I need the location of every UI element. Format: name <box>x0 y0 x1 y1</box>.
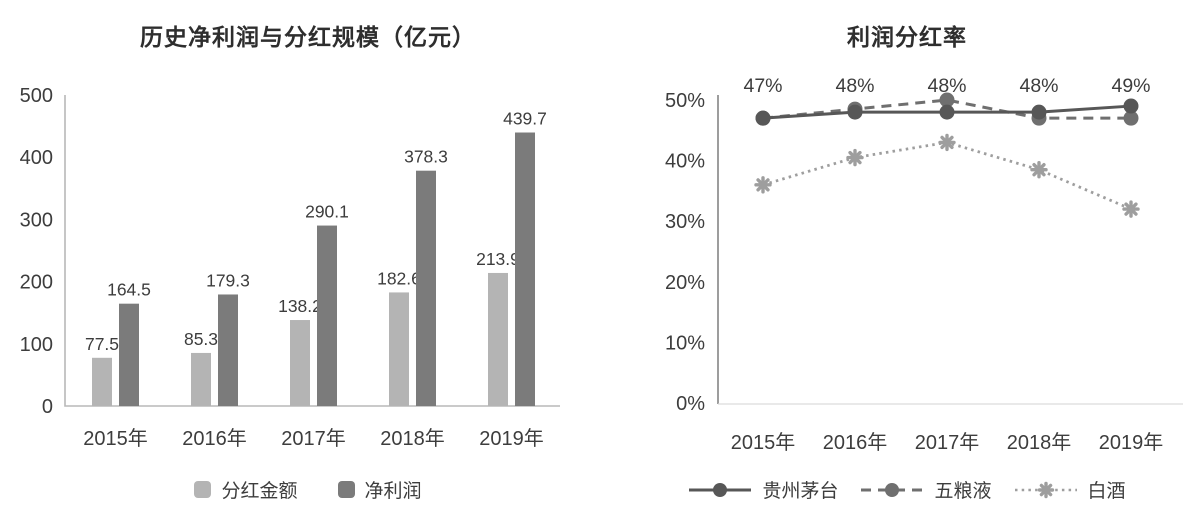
x-axis-label: 2015年 <box>731 431 796 454</box>
bar-net-profit <box>317 225 337 406</box>
legend-item-1: 五粮液 <box>860 476 992 503</box>
bar-dividend <box>488 272 508 406</box>
y-axis-tick-label: 30% <box>665 211 705 233</box>
bar-chart-title: 历史净利润与分红规模（亿元） <box>140 24 476 50</box>
bar-dividend <box>389 292 409 406</box>
line-chart-title: 利润分红率 <box>847 24 967 50</box>
bar-value-label: 378.3 <box>404 147 448 167</box>
y-axis-tick-label: 0% <box>676 393 705 415</box>
x-axis-label: 2019年 <box>1099 431 1164 454</box>
star-center <box>944 139 950 146</box>
x-axis-label: 2018年 <box>380 427 445 450</box>
star-marker <box>754 176 772 194</box>
legend-label: 贵州茅台 <box>762 481 839 502</box>
star-marker <box>1037 481 1054 498</box>
line-chart-panel: 利润分红率 0% 10% 20% 30% 40% 50% 47% 48% 48% 48% 49% 20… <box>620 0 1194 522</box>
bar-value-label: 290.1 <box>305 202 349 222</box>
point-value-label: 48% <box>1019 75 1058 97</box>
star-marker <box>846 148 864 167</box>
circle-marker <box>1031 104 1047 120</box>
legend-swatch-icon <box>337 481 355 498</box>
circle-marker <box>713 482 728 497</box>
x-axis-label: 2015年 <box>83 427 148 450</box>
star-marker <box>1030 160 1048 179</box>
series-line-dashed <box>762 98 1131 120</box>
legend-label: 白酒 <box>1087 481 1126 502</box>
bar-dividend <box>92 357 112 406</box>
legend-item-1: 净利润 <box>337 476 422 503</box>
legend-label: 净利润 <box>364 481 422 502</box>
circle-marker <box>755 110 771 126</box>
legend-label: 五粮液 <box>934 481 992 502</box>
bar-value-label: 85.3 <box>184 329 218 349</box>
bar-dividend <box>191 352 211 406</box>
bar-value-label: 213.9 <box>476 249 520 269</box>
bar-value-label: 138.2 <box>278 296 322 316</box>
y-axis-tick-label: 100 <box>20 334 53 356</box>
point-value-label: 48% <box>835 75 874 97</box>
legend-item-2: 白酒 <box>1014 476 1126 503</box>
point-value-label: 49% <box>1111 75 1150 97</box>
legend-line-sample-icon <box>861 482 924 497</box>
y-axis-tick-label: 200 <box>20 272 53 294</box>
bar-net-profit <box>416 170 436 406</box>
legend-label: 分红金额 <box>221 481 298 502</box>
legend-item-0: 分红金额 <box>194 476 298 503</box>
star-marker <box>1122 200 1140 218</box>
bar-net-profit <box>218 294 238 406</box>
y-axis-tick-label: 20% <box>665 272 705 294</box>
point-value-label: 48% <box>927 75 966 97</box>
legend-line-sample-icon <box>1014 481 1077 498</box>
circle-marker <box>939 92 955 108</box>
circle-marker <box>939 104 955 120</box>
star-center <box>1128 206 1134 213</box>
x-axis-label: 2017年 <box>281 427 346 450</box>
circle-marker <box>885 482 900 497</box>
y-axis-tick-label: 10% <box>665 332 705 354</box>
bar-chart-legend: 分红金额 净利润 <box>8 476 608 503</box>
legend-item-0: 贵州茅台 <box>688 476 838 503</box>
star-center <box>760 181 766 188</box>
x-axis-label: 2017年 <box>915 431 980 454</box>
line-chart-legend: 贵州茅台 五粮液 白酒 <box>620 476 1194 503</box>
legend-swatch-icon <box>194 481 212 498</box>
legend-line-sample-icon <box>689 482 752 497</box>
bar-net-profit <box>119 303 139 406</box>
bar-value-label: 182.6 <box>377 268 421 288</box>
bar-value-label: 439.7 <box>503 109 547 129</box>
bar-dividend <box>290 320 310 406</box>
circle-marker <box>1123 110 1139 126</box>
bar-net-profit <box>515 132 535 407</box>
y-axis-tick-label: 300 <box>20 209 53 231</box>
star-center <box>852 154 858 161</box>
series-line-dotted <box>762 140 1132 211</box>
x-axis-label: 2018年 <box>1007 431 1072 454</box>
x-axis-label: 2019年 <box>479 427 544 450</box>
bar-value-label: 77.5 <box>85 334 119 354</box>
circle-marker <box>847 104 863 120</box>
bar-value-label: 164.5 <box>107 280 151 300</box>
x-axis-label: 2016年 <box>823 431 888 454</box>
y-axis-tick-label: 400 <box>20 147 53 169</box>
bar-value-label: 179.3 <box>206 270 250 290</box>
star-center <box>1036 166 1042 173</box>
y-axis-tick-label: 50% <box>665 90 705 112</box>
bar-chart-plot: 0 100 200 300 400 500 77.5 85.3 138.2 182.6 213.9 1… <box>20 85 560 450</box>
line-chart-plot: 0% 10% 20% 30% 40% 50% 47% 48% 48% 48% 49% 2015年 201… <box>665 75 1183 454</box>
star-marker <box>938 133 956 152</box>
x-axis-label: 2016年 <box>182 427 247 450</box>
circle-marker <box>1123 98 1139 114</box>
star-center <box>1042 486 1049 493</box>
y-axis-tick-label: 0 <box>42 396 53 418</box>
bar-chart-panel: 历史净利润与分红规模（亿元） 0 100 200 300 400 500 77.5 85.3 1… <box>8 0 608 522</box>
point-value-label: 47% <box>743 75 782 97</box>
y-axis-tick-label: 40% <box>665 151 705 173</box>
y-axis-tick-label: 500 <box>20 85 53 107</box>
